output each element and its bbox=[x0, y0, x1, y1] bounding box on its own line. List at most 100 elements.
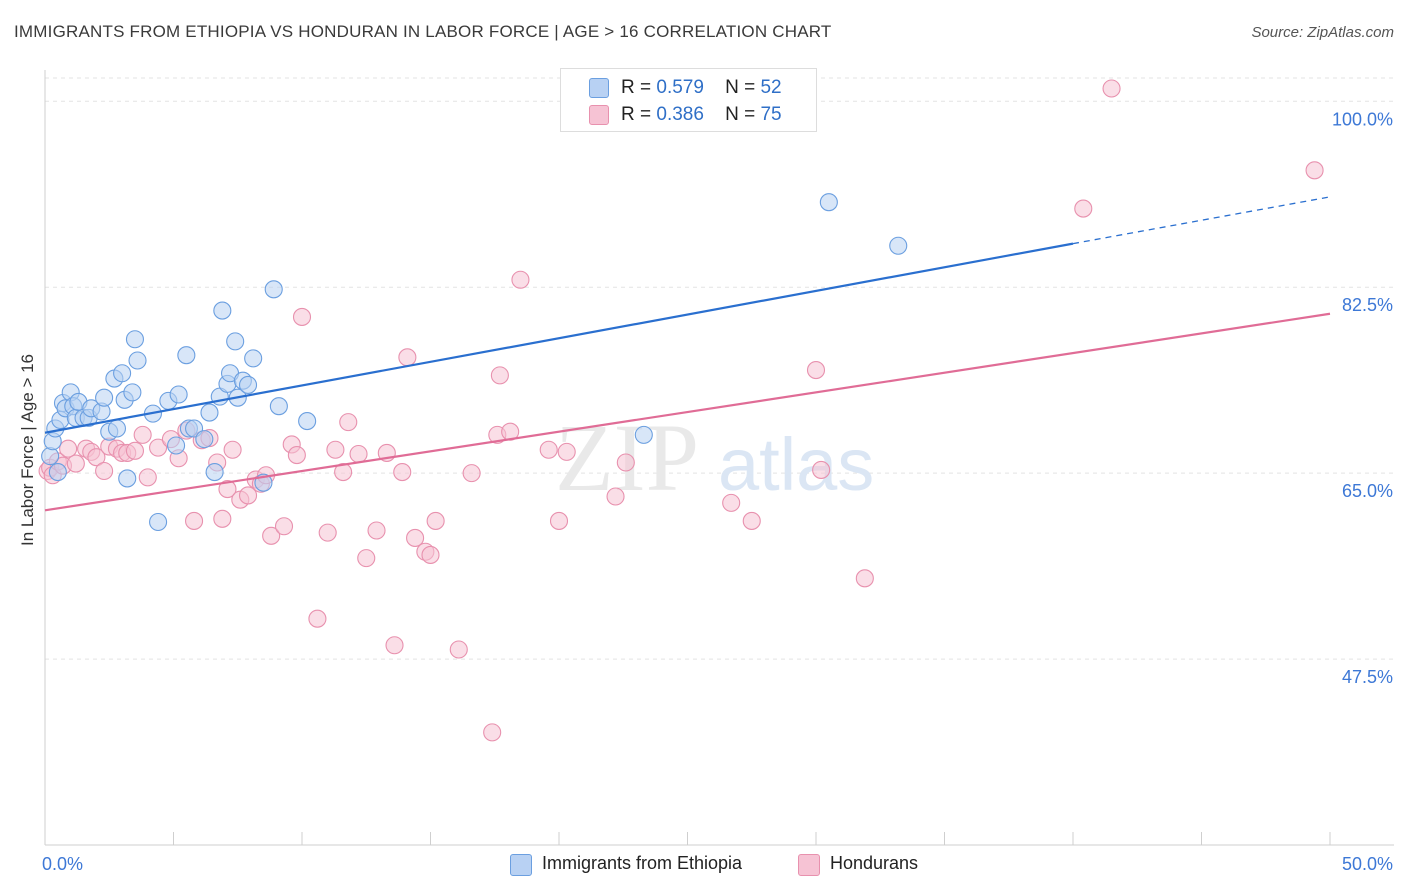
honduran-point bbox=[326, 440, 345, 459]
legend-r-value: 0.386 bbox=[656, 104, 704, 125]
ethiopia-point bbox=[149, 512, 168, 532]
honduran-point bbox=[549, 511, 569, 530]
honduran-point bbox=[339, 413, 358, 432]
gridlines bbox=[45, 77, 1394, 660]
ethiopia-point bbox=[169, 385, 188, 404]
honduran-point bbox=[133, 425, 152, 444]
trend-lines bbox=[44, 196, 1331, 512]
tick-labels: 47.5% 65.0% 82.5% 100.0% 0.0% 50.0% bbox=[42, 109, 1393, 874]
honduran-point bbox=[334, 463, 353, 482]
honduran-point bbox=[1074, 199, 1093, 218]
ethiopia-point bbox=[123, 383, 142, 402]
honduran-point bbox=[349, 444, 368, 464]
honduran-point bbox=[218, 480, 237, 499]
honduran-point bbox=[223, 440, 242, 459]
legend-text-ethiopia: R = 0.579 N = 52 bbox=[621, 77, 782, 99]
honduran-point bbox=[806, 361, 826, 380]
honduran-point bbox=[367, 521, 386, 540]
honduran-point bbox=[462, 464, 481, 483]
honduran-point bbox=[262, 526, 281, 545]
honduran-point bbox=[185, 511, 204, 530]
ethiopia-point bbox=[244, 349, 263, 368]
honduran-point bbox=[511, 270, 530, 289]
legend-n-value: 75 bbox=[760, 104, 782, 125]
honduran-point bbox=[357, 549, 376, 568]
honduran-point bbox=[138, 468, 157, 487]
honduran-point bbox=[308, 609, 327, 628]
honduran-point bbox=[238, 486, 258, 505]
watermark-atlas: atlas bbox=[718, 423, 874, 506]
legend-swatch-pink bbox=[798, 854, 820, 876]
ethiopia-point bbox=[205, 463, 224, 482]
correlation-legend: R = 0.579 N = 52 R = 0.386 N = 75 bbox=[560, 68, 817, 132]
legend-text-hondurans: R = 0.386 N = 75 bbox=[621, 104, 782, 126]
ethiopia-point bbox=[200, 403, 219, 422]
ethiopia-point bbox=[226, 332, 245, 351]
legend-r-value: 0.579 bbox=[656, 77, 704, 98]
honduran-point bbox=[87, 448, 106, 467]
honduran-point bbox=[855, 569, 874, 588]
y-tick-label: 47.5% bbox=[1342, 667, 1393, 687]
honduran-point bbox=[406, 528, 425, 547]
legend-n-label: N = bbox=[725, 77, 756, 98]
honduran-point bbox=[318, 523, 337, 542]
legend-n-label: N = bbox=[725, 104, 756, 125]
legend-label-hondurans: Hondurans bbox=[830, 853, 919, 873]
y-tick-label: 65.0% bbox=[1342, 481, 1393, 501]
honduran-point bbox=[95, 461, 114, 481]
honduran-point bbox=[393, 463, 412, 482]
ethiopia-point bbox=[128, 351, 147, 370]
honduran-point bbox=[421, 545, 440, 564]
y-tick-label: 82.5% bbox=[1342, 295, 1393, 315]
honduran-point bbox=[557, 442, 576, 461]
honduran-point bbox=[1305, 161, 1324, 180]
ethiopia-point bbox=[238, 375, 258, 394]
ethiopia-points bbox=[41, 193, 908, 532]
legend-swatch-blue bbox=[589, 78, 609, 98]
honduran-point bbox=[449, 640, 468, 659]
ethiopia-point bbox=[118, 469, 137, 488]
watermark: ZIP atlas bbox=[555, 404, 874, 511]
ethiopia-trend-extension bbox=[1072, 196, 1331, 245]
legend-swatch-pink bbox=[589, 105, 609, 125]
honduran-point bbox=[606, 487, 625, 506]
honduran-point bbox=[812, 460, 831, 479]
legend-n-value: 52 bbox=[760, 77, 782, 98]
honduran-point bbox=[426, 511, 445, 530]
honduran-point bbox=[398, 348, 417, 367]
ethiopia-point bbox=[48, 463, 67, 482]
ethiopia-point bbox=[634, 425, 653, 444]
honduran-point bbox=[385, 636, 404, 655]
legend-swatch-blue bbox=[510, 854, 532, 876]
honduran-point bbox=[483, 723, 502, 742]
ethiopia-point bbox=[107, 419, 127, 438]
honduran-point bbox=[274, 517, 294, 536]
ethiopia-point bbox=[269, 397, 288, 416]
legend-label-ethiopia: Immigrants from Ethiopia bbox=[542, 853, 743, 873]
ethiopia-point bbox=[177, 346, 196, 365]
honduran-point bbox=[125, 441, 144, 460]
honduran-point bbox=[66, 454, 85, 473]
honduran-point bbox=[490, 366, 509, 385]
ethiopia-point bbox=[298, 412, 317, 431]
x-tick-label-min: 0.0% bbox=[42, 854, 83, 874]
ethiopia-point bbox=[264, 280, 283, 299]
honduran-point bbox=[287, 446, 306, 465]
chart-title: IMMIGRANTS FROM ETHIOPIA VS HONDURAN IN … bbox=[14, 22, 832, 41]
ethiopia-point bbox=[213, 301, 232, 320]
x-tick-label-max: 50.0% bbox=[1342, 854, 1393, 874]
series-legend: Immigrants from Ethiopia Hondurans bbox=[0, 852, 1406, 878]
honduran-point bbox=[213, 509, 232, 528]
ethiopia-point bbox=[113, 364, 132, 383]
ethiopia-point bbox=[819, 193, 838, 212]
honduran-point bbox=[149, 438, 168, 457]
honduran-trend-line bbox=[44, 312, 1331, 512]
ethiopia-point bbox=[125, 330, 144, 349]
honduran-point bbox=[292, 307, 312, 326]
source-label: Source: ZipAtlas.com bbox=[1251, 24, 1394, 41]
y-tick-label: 100.0% bbox=[1332, 109, 1393, 129]
ethiopia-point bbox=[41, 447, 60, 466]
honduran-point bbox=[539, 440, 558, 459]
ethiopia-point bbox=[95, 388, 114, 407]
